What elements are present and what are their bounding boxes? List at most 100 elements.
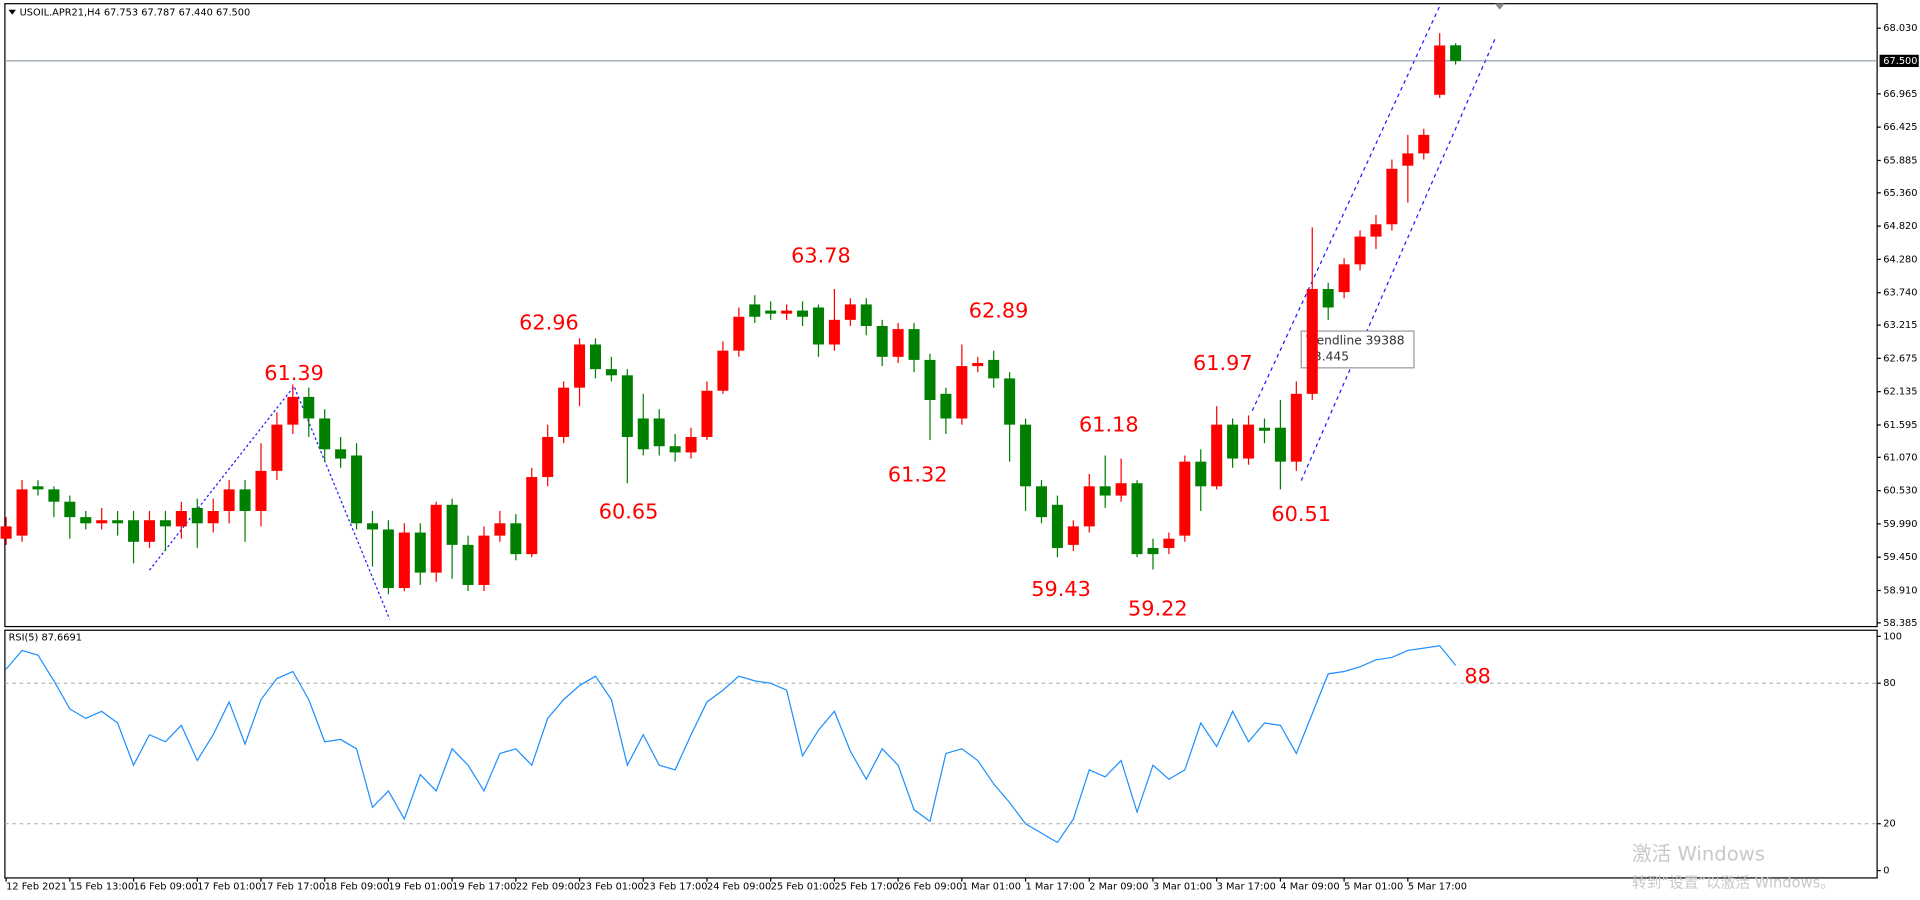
candle-body	[892, 329, 904, 357]
y-tick-label: 62.135	[1883, 387, 1917, 398]
candle-body	[414, 532, 426, 573]
candle-body	[1131, 483, 1143, 555]
rsi-line	[5, 645, 1457, 844]
x-tick-label: 1 Mar 17:00	[1026, 882, 1085, 893]
y-tick-label: 65.360	[1883, 188, 1917, 199]
price-annotation: 63.78	[791, 243, 851, 267]
candle-body	[1067, 526, 1079, 545]
x-tick-label: 18 Feb 09:00	[325, 882, 389, 893]
candle-body	[972, 362, 984, 367]
x-tick-label: 5 Mar 17:00	[1408, 882, 1467, 893]
candle-body	[351, 455, 363, 524]
y-tick-label: 80	[1883, 678, 1895, 689]
y-tick-label: 0	[1883, 866, 1889, 877]
candle-body	[112, 520, 124, 524]
watermark-title: 激活 Windows	[1632, 843, 1765, 866]
price-annotation: 60.51	[1271, 502, 1331, 526]
current-price-label: 67.500	[1883, 56, 1917, 67]
y-tick-label: 59.450	[1883, 552, 1917, 563]
x-tick-label: 26 Feb 09:00	[898, 882, 962, 893]
y-tick-label: 68.030	[1883, 23, 1917, 34]
candle-body	[1338, 264, 1350, 293]
y-tick-label: 64.820	[1883, 221, 1917, 232]
y-tick-label: 62.675	[1883, 353, 1917, 364]
candle-body	[717, 350, 729, 391]
price-panel-frame	[4, 3, 1878, 628]
candle-body	[542, 436, 554, 478]
candle-body	[32, 486, 44, 490]
candle-body	[96, 520, 108, 524]
candle-body	[828, 319, 840, 345]
candle-body	[0, 526, 12, 539]
current-price-box	[1879, 54, 1919, 68]
x-tick-label: 17 Feb 17:00	[261, 882, 325, 893]
channel-marker	[1494, 3, 1505, 10]
candle-body	[175, 510, 187, 527]
channel-upper	[1251, 5, 1441, 412]
price-annotation: 61.39	[264, 361, 324, 385]
candle-body	[844, 304, 856, 320]
y-tick-label: 58.385	[1883, 618, 1917, 629]
candle-body	[191, 507, 203, 524]
y-tick-label: 66.425	[1883, 122, 1917, 133]
candle-body	[143, 520, 155, 542]
candle-body	[988, 359, 1000, 379]
y-tick-label: 20	[1883, 819, 1895, 830]
y-tick-label: 59.990	[1883, 519, 1917, 530]
candle-body	[797, 310, 809, 317]
candle-body	[653, 418, 665, 447]
candle-body	[1450, 45, 1462, 61]
price-annotation: 61.18	[1079, 412, 1139, 436]
price-annotation: 60.65	[599, 500, 659, 524]
candle-body	[335, 449, 347, 459]
candle-body	[781, 310, 793, 314]
price-annotation: 61.97	[1193, 351, 1253, 375]
y-tick-label: 63.740	[1883, 288, 1917, 299]
x-tick-label: 25 Feb 17:00	[834, 882, 898, 893]
candle-body	[924, 359, 936, 400]
trendline-tooltip	[1300, 330, 1415, 369]
candle-body	[287, 396, 299, 425]
candle-body	[526, 477, 538, 555]
x-tick-label: 1 Mar 01:00	[962, 882, 1021, 893]
y-tick-label: 64.280	[1883, 254, 1917, 265]
y-tick-label: 58.910	[1883, 585, 1917, 596]
x-tick-label: 19 Feb 17:00	[452, 882, 516, 893]
candle-body	[494, 523, 506, 536]
candle-body	[1370, 224, 1382, 237]
candle-body	[940, 393, 952, 419]
candle-body	[669, 446, 681, 453]
candle-body	[637, 418, 649, 450]
x-tick-label: 15 Feb 13:00	[70, 882, 134, 893]
candle-body	[159, 520, 171, 527]
candle-body	[733, 316, 745, 351]
candle-body	[1386, 168, 1398, 225]
candle-body	[1115, 483, 1127, 496]
candle-body	[558, 387, 570, 437]
candle-body	[1418, 134, 1430, 154]
candle-body	[860, 304, 872, 326]
candle-body	[16, 489, 28, 536]
candle-body	[812, 307, 824, 345]
rsi-annotation: 88	[1464, 664, 1491, 688]
candle-body	[1083, 486, 1095, 527]
price-annotation: 59.22	[1128, 596, 1188, 620]
candle-body	[64, 501, 76, 518]
chart-title: USOIL.APR21,H4 67.753 67.787 67.440 67.5…	[20, 7, 251, 18]
candle-body	[1004, 378, 1016, 425]
x-tick-label: 12 Feb 2021	[6, 882, 67, 893]
candle-body	[48, 489, 60, 502]
x-tick-label: 23 Feb 01:00	[580, 882, 644, 893]
tooltip-label: Trendline 39388	[1305, 333, 1404, 347]
x-tick-label: 5 Mar 01:00	[1344, 882, 1403, 893]
candle-body	[1035, 486, 1047, 518]
candle-body	[621, 375, 633, 437]
rsi-panel-frame	[4, 629, 1878, 879]
candle-body	[701, 390, 713, 437]
candle-body	[1354, 236, 1366, 265]
x-tick-label: 22 Feb 09:00	[516, 882, 580, 893]
x-tick-label: 3 Mar 01:00	[1153, 882, 1212, 893]
candle-body	[1322, 289, 1334, 308]
candle-body	[382, 529, 394, 589]
